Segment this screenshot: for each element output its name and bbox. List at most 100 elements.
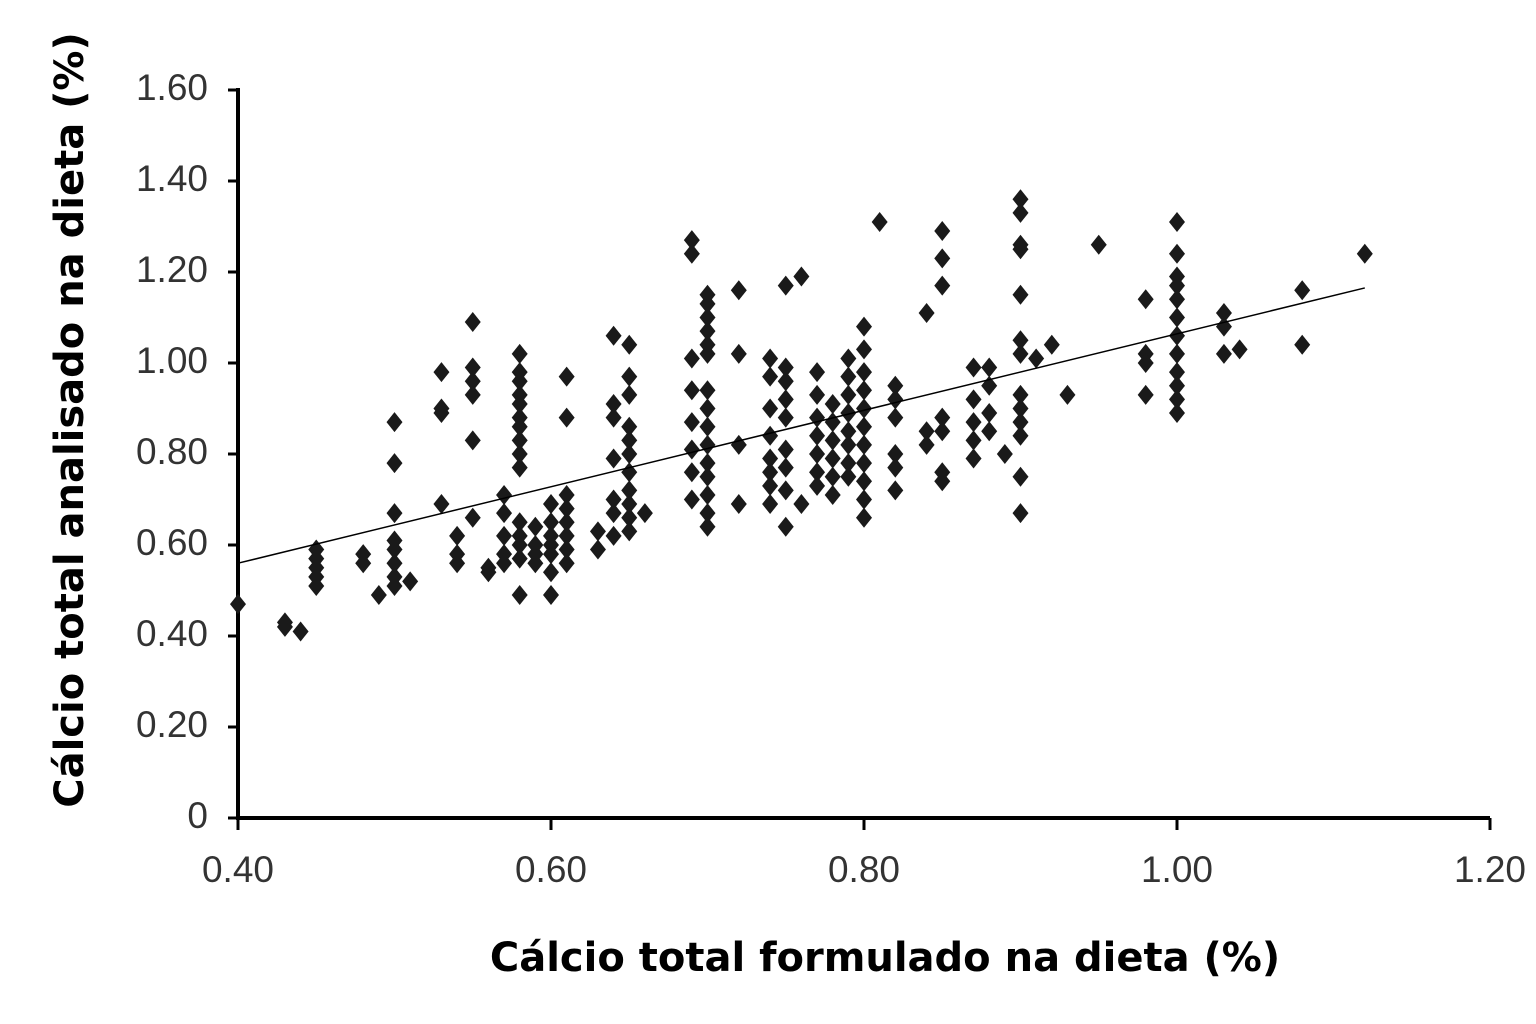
data-point (777, 457, 794, 478)
data-point (1356, 243, 1373, 264)
data-point (965, 448, 982, 469)
data-point (887, 457, 904, 478)
data-point (543, 544, 559, 565)
data-point (1012, 189, 1029, 210)
data-point (621, 480, 638, 501)
data-point (840, 453, 857, 474)
data-point (511, 457, 528, 478)
data-point (464, 384, 481, 405)
data-point (918, 302, 935, 323)
data-point (934, 421, 951, 442)
data-point (1137, 289, 1154, 310)
x-axis-title: Cálcio total formulado na dieta (%) (490, 935, 1280, 981)
data-point (589, 521, 606, 542)
data-point (308, 575, 325, 596)
data-point (793, 494, 810, 515)
data-point (636, 503, 653, 524)
data-point (809, 444, 826, 464)
data-point (887, 375, 904, 396)
data-point (965, 389, 982, 410)
data-point (683, 412, 700, 433)
data-point (777, 407, 794, 428)
data-point (856, 434, 872, 455)
data-point (464, 371, 481, 392)
data-point (918, 421, 935, 442)
data-point (1169, 243, 1185, 264)
data-point (511, 343, 528, 364)
data-point (887, 389, 904, 410)
data-point (683, 439, 700, 460)
data-point (621, 521, 638, 542)
data-point (981, 421, 998, 442)
data-point (449, 553, 466, 574)
data-point (449, 525, 466, 546)
data-point (1012, 412, 1029, 433)
data-point (558, 498, 575, 519)
data-point (511, 585, 528, 606)
data-point (1012, 202, 1029, 223)
data-point (1012, 239, 1029, 260)
data-point (433, 494, 450, 515)
data-point (605, 525, 622, 546)
data-point (543, 585, 559, 606)
data-point (809, 425, 826, 446)
data-point (230, 594, 246, 615)
data-point (934, 407, 951, 428)
data-point (1090, 234, 1107, 255)
data-point (809, 362, 826, 383)
x-tick-label: 0.60 (515, 849, 587, 890)
data-point (355, 553, 372, 574)
data-point (699, 343, 716, 364)
data-point (730, 280, 747, 301)
data-point (699, 380, 716, 401)
data-point (856, 380, 872, 401)
data-point (699, 466, 716, 487)
data-point (1294, 334, 1311, 355)
data-point (1012, 398, 1029, 419)
data-point (699, 503, 716, 524)
data-point (543, 512, 559, 533)
data-point (464, 312, 481, 333)
data-point (683, 489, 700, 510)
data-point (511, 535, 528, 555)
data-point (840, 434, 857, 455)
data-point (699, 307, 716, 328)
data-point (762, 366, 779, 387)
data-point (1043, 334, 1060, 355)
data-point (777, 371, 794, 392)
data-point (887, 480, 904, 501)
data-point (840, 466, 857, 487)
data-point (1169, 343, 1185, 364)
data-point (934, 471, 951, 492)
data-point (730, 343, 747, 364)
data-point (699, 416, 716, 437)
data-point (809, 384, 826, 405)
y-tick-label: 1.60 (136, 67, 208, 108)
data-point (386, 453, 403, 474)
data-point (824, 448, 841, 469)
data-point (824, 430, 841, 451)
data-point (605, 448, 622, 469)
data-point (621, 334, 638, 355)
y-tick-label: 0.40 (136, 613, 208, 654)
x-tick-label: 1.00 (1141, 849, 1213, 890)
data-point (621, 384, 638, 405)
data-point (1012, 384, 1029, 405)
data-point (605, 489, 622, 510)
data-point (511, 444, 528, 464)
data-point (1169, 403, 1185, 424)
data-point (965, 357, 982, 378)
data-point (464, 507, 481, 528)
y-tick-label: 1.00 (136, 340, 208, 381)
data-point (621, 366, 638, 387)
data-point (699, 453, 716, 474)
y-tick-label: 1.20 (136, 249, 208, 290)
data-point (683, 348, 700, 369)
data-point (464, 430, 481, 451)
data-point (496, 503, 513, 524)
data-point (856, 339, 872, 360)
data-point (762, 494, 779, 515)
data-point (699, 516, 716, 537)
data-point (793, 266, 810, 287)
